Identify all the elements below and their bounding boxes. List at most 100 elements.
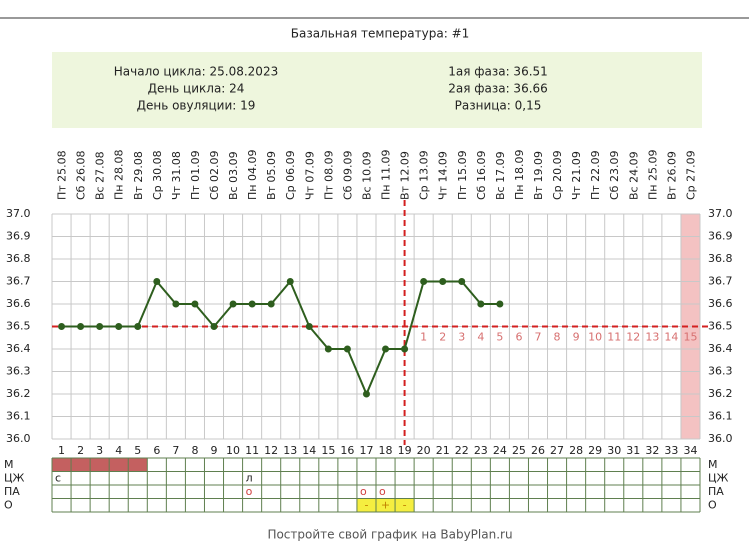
menstruation-cell <box>52 458 72 472</box>
date-label: Ср 27.09 <box>684 150 697 200</box>
x-tick-label: 11 <box>245 444 259 457</box>
temperature-point <box>134 323 142 330</box>
x-tick-label: 18 <box>379 444 393 457</box>
info-left: Начало цикла: 25.08.2023 <box>114 65 278 79</box>
temperature-point <box>305 323 313 330</box>
y-tick-label: 36.1 <box>6 410 31 423</box>
y-tick-label: 36.7 <box>6 275 31 288</box>
x-tick-label: 9 <box>211 444 218 457</box>
date-label: Ср 20.09 <box>551 150 564 200</box>
cell-text: о <box>360 485 367 498</box>
x-tick-label: 32 <box>645 444 659 457</box>
x-tick-label: 17 <box>359 444 373 457</box>
row-label-right: ПА <box>708 485 724 498</box>
temperature-point <box>77 323 85 330</box>
cell-text: - <box>403 498 407 511</box>
post-ovulation-day: 14 <box>664 331 678 344</box>
date-label: Пн 04.09 <box>246 150 259 200</box>
temperature-point <box>458 278 466 285</box>
temperature-point <box>324 345 332 353</box>
date-label: Вт 19.09 <box>532 151 545 200</box>
x-tick-label: 12 <box>264 444 278 457</box>
y-tick-label-right: 36.1 <box>708 410 733 423</box>
row-label: ЦЖ <box>4 471 25 484</box>
temperature-point <box>420 278 428 285</box>
post-ovulation-day: 13 <box>645 331 659 344</box>
date-label: Пт 25.08 <box>56 150 69 200</box>
temperature-point <box>477 300 485 308</box>
x-tick-label: 13 <box>283 444 297 457</box>
date-label: Сб 16.09 <box>475 151 488 200</box>
y-tick-label: 36.6 <box>6 297 31 310</box>
y-tick-label-right: 36.8 <box>708 252 733 265</box>
y-tick-label: 36.5 <box>6 320 31 333</box>
row-label-right: ЦЖ <box>708 471 729 484</box>
y-tick-label: 36.3 <box>6 365 31 378</box>
info-right: 1ая фаза: 36.51 <box>448 65 548 79</box>
temperature-point <box>382 345 390 353</box>
x-tick-label: 15 <box>321 444 335 457</box>
date-label: Вс 24.09 <box>627 151 640 200</box>
y-tick-label: 36.2 <box>6 387 31 400</box>
date-label: Ср 13.09 <box>418 150 431 200</box>
date-label: Чт 07.09 <box>303 151 316 200</box>
temperature-point <box>191 300 199 308</box>
y-tick-label-right: 36.4 <box>708 342 733 355</box>
x-tick-label: 25 <box>512 444 526 457</box>
date-label: Ср 30.08 <box>151 150 164 200</box>
date-label: Чт 21.09 <box>570 151 583 200</box>
x-tick-label: 34 <box>683 444 697 457</box>
date-label: Чт 31.08 <box>170 151 183 200</box>
x-tick-label: 1 <box>58 444 65 457</box>
date-label: Сб 09.09 <box>341 151 354 200</box>
ovulation-cell <box>356 498 376 512</box>
x-tick-label: 30 <box>607 444 621 457</box>
cell-text: - <box>364 498 368 511</box>
temperature-point <box>172 300 180 308</box>
info-left: День овуляции: 19 <box>137 99 256 113</box>
date-label: Пн 11.09 <box>380 150 393 200</box>
date-label: Сб 26.08 <box>75 151 88 200</box>
date-label: Вт 26.09 <box>665 151 678 200</box>
post-ovulation-day: 11 <box>607 331 621 344</box>
x-tick-label: 33 <box>664 444 678 457</box>
date-label: Пн 28.08 <box>113 150 126 200</box>
temperature-point <box>210 323 218 330</box>
x-tick-label: 24 <box>493 444 507 457</box>
post-ovulation-day: 3 <box>458 331 465 344</box>
x-tick-label: 20 <box>417 444 431 457</box>
date-label: Пт 08.09 <box>322 150 335 200</box>
date-label: Чт 14.09 <box>437 151 450 200</box>
date-label: Вс 27.08 <box>94 151 107 200</box>
date-label: Пт 15.09 <box>456 150 469 200</box>
x-tick-label: 10 <box>226 444 240 457</box>
date-label: Пн 25.09 <box>646 150 659 200</box>
menstruation-cell <box>71 458 91 472</box>
date-label: Вт 12.09 <box>399 151 412 200</box>
x-tick-label: 31 <box>626 444 640 457</box>
info-left: День цикла: 24 <box>148 82 245 96</box>
y-tick-label-right: 36.2 <box>708 387 733 400</box>
y-tick-label-right: 36.9 <box>708 230 733 243</box>
x-tick-label: 8 <box>191 444 198 457</box>
footer: Постройте свой график на BabyPlan.ru <box>267 528 512 542</box>
date-label: Сб 23.09 <box>608 151 621 200</box>
date-label: Вс 10.09 <box>360 151 373 200</box>
x-tick-label: 28 <box>569 444 583 457</box>
temperature-point <box>362 390 370 398</box>
post-ovulation-day: 15 <box>683 331 697 344</box>
menstruation-cell <box>90 458 110 472</box>
post-ovulation-day: 6 <box>515 331 522 344</box>
y-tick-label: 36.9 <box>6 230 31 243</box>
y-tick-label-right: 36.0 <box>708 432 733 445</box>
temperature-point <box>439 278 447 285</box>
y-tick-label-right: 36.5 <box>708 320 733 333</box>
date-label: Ср 06.09 <box>284 150 297 200</box>
post-ovulation-day: 12 <box>626 331 640 344</box>
cell-text: с <box>55 471 61 484</box>
cell-text: о <box>379 485 386 498</box>
row-label: О <box>4 498 13 511</box>
y-tick-label-right: 36.6 <box>708 297 733 310</box>
info-right: 2ая фаза: 36.66 <box>448 82 548 96</box>
temperature-point <box>229 300 237 308</box>
